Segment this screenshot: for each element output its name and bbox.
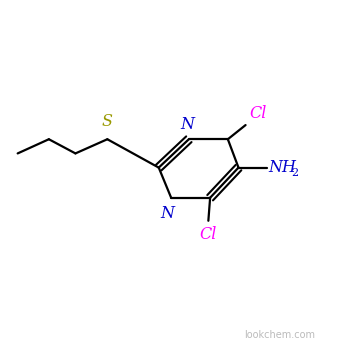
Text: N: N [161,205,175,222]
Text: Cl: Cl [249,104,266,122]
Text: lookchem.com: lookchem.com [244,329,315,339]
Text: Cl: Cl [200,226,217,243]
Text: N: N [180,116,194,133]
Text: NH: NH [269,159,297,176]
Text: S: S [102,113,113,130]
Text: 2: 2 [292,168,299,178]
